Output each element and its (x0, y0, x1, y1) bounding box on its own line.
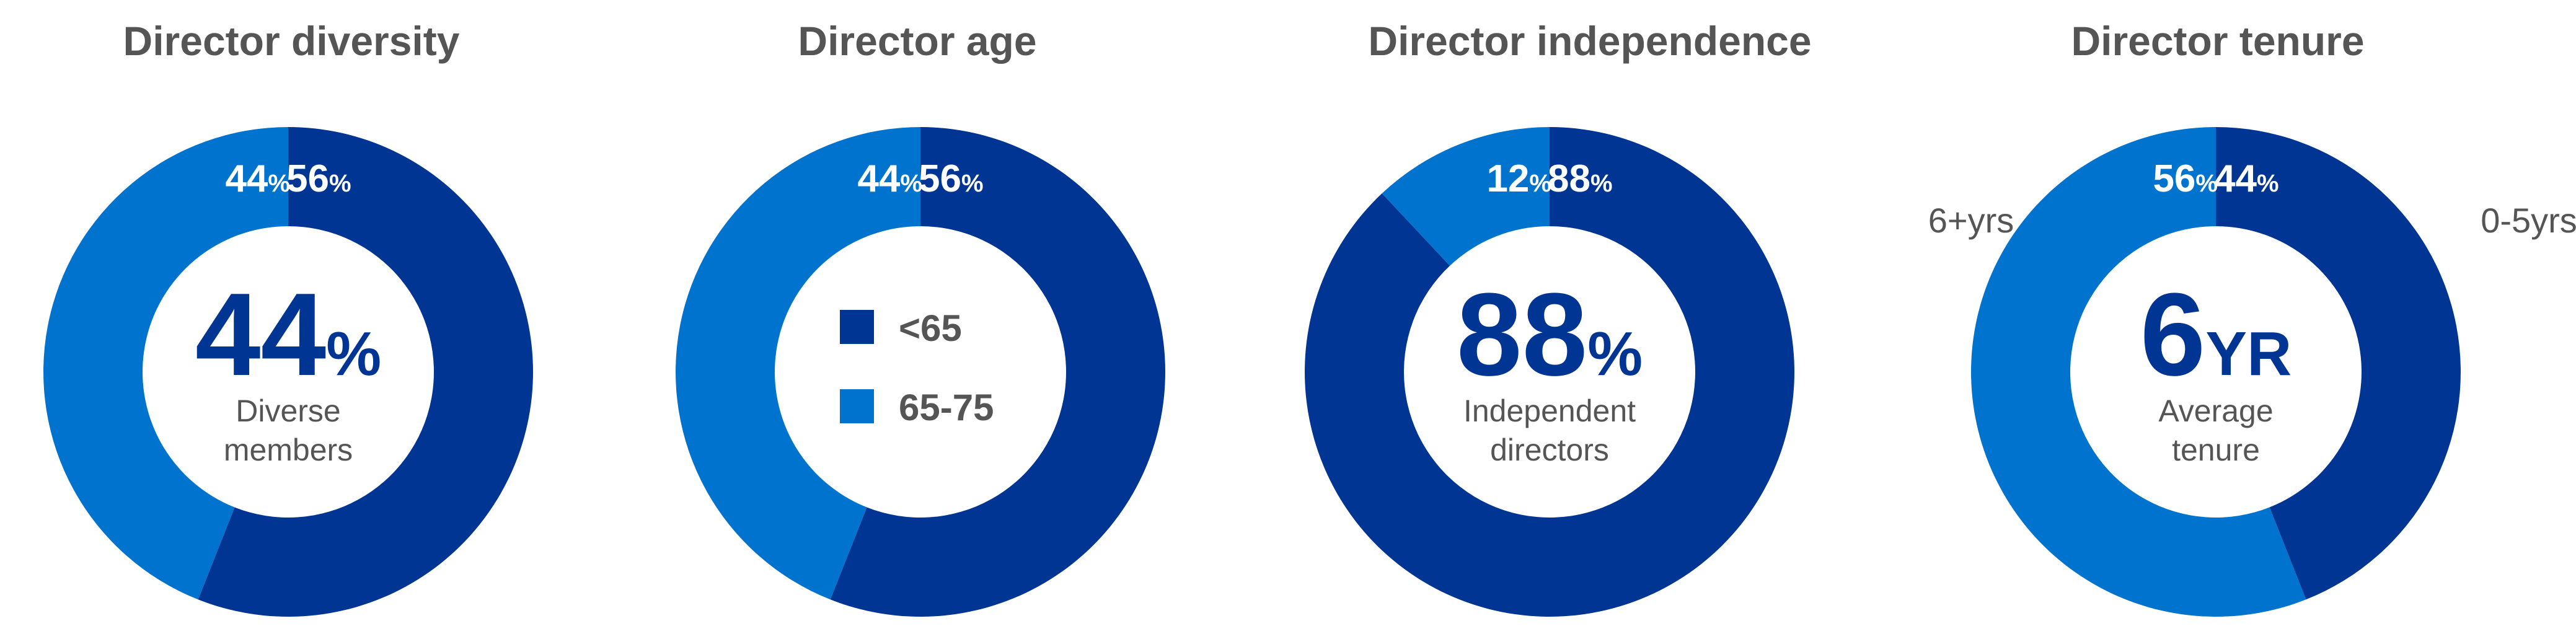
chart-title: Director independence (1368, 18, 1812, 64)
center-caption-line-1: Diverse (236, 394, 340, 428)
donut-chart-independence: 88%12% 88% Independent directors (1305, 127, 1794, 617)
legend-swatch-under-65 (840, 310, 874, 344)
center-caption-line-2: tenure (2172, 433, 2260, 467)
segment-label-56: 56% (919, 157, 984, 200)
center-caption-line-1: Independent (1463, 394, 1636, 428)
segment-label-44: 44% (857, 157, 922, 200)
donut-chart-tenure: 44%56% 0-5yrs 6+yrs 6YR Average tenure (1928, 127, 2576, 617)
legend-label-65-75: 65-75 (899, 387, 994, 428)
donut-segment-44 (43, 127, 288, 600)
donut-chart-diversity: 56%44% 44% Diverse members (43, 127, 534, 617)
center-caption-line-2: directors (1490, 433, 1609, 467)
legend-label-under-65: <65 (899, 307, 962, 349)
donut-segment-12 (1382, 127, 1550, 266)
center-value: 6YR (2140, 269, 2292, 400)
center-caption-line-2: members (224, 433, 353, 467)
chart-title: Director tenure (2071, 18, 2365, 64)
panel-director-tenure: Director tenure 44% 56% 0-5yrs 6+yrs 6YR … (1859, 0, 2576, 639)
legend-swatch-65-75 (840, 389, 874, 423)
segment-label-44: 44% (2214, 157, 2279, 200)
donut-segment-56 (198, 127, 534, 617)
donut-segment-56 (1971, 127, 2306, 617)
center-caption-line-1: Average (2158, 394, 2273, 428)
donut-segment-56 (830, 127, 1165, 617)
panel-director-diversity: Director diversity 56% 44% 44% Diverse me… (0, 0, 583, 639)
segment-label-56: 56% (286, 157, 351, 200)
panel-director-age: Director age 56% 44% <65 65-75 (626, 0, 1209, 639)
side-label-right: 0-5yrs (2481, 201, 2576, 240)
chart-title: Director diversity (123, 18, 460, 64)
donut-segment-44 (2216, 127, 2461, 600)
donut-chart-age: 56%44% <65 65-75 (676, 127, 1165, 617)
panel-director-independence: Director independence 88% 12% 88% Indepen… (1264, 0, 1915, 639)
donut-segment-44 (676, 127, 920, 600)
center-value: 44% (195, 269, 381, 400)
side-label-left: 6+yrs (1928, 201, 2014, 240)
segment-label-56: 56% (2153, 157, 2218, 200)
segment-label-12: 12% (1486, 157, 1551, 200)
chart-title: Director age (798, 18, 1037, 64)
segment-label-88: 88% (1548, 157, 1613, 200)
segment-label-44: 44% (225, 157, 290, 200)
donut-segment-88 (1305, 127, 1794, 617)
center-value: 88% (1457, 269, 1643, 400)
